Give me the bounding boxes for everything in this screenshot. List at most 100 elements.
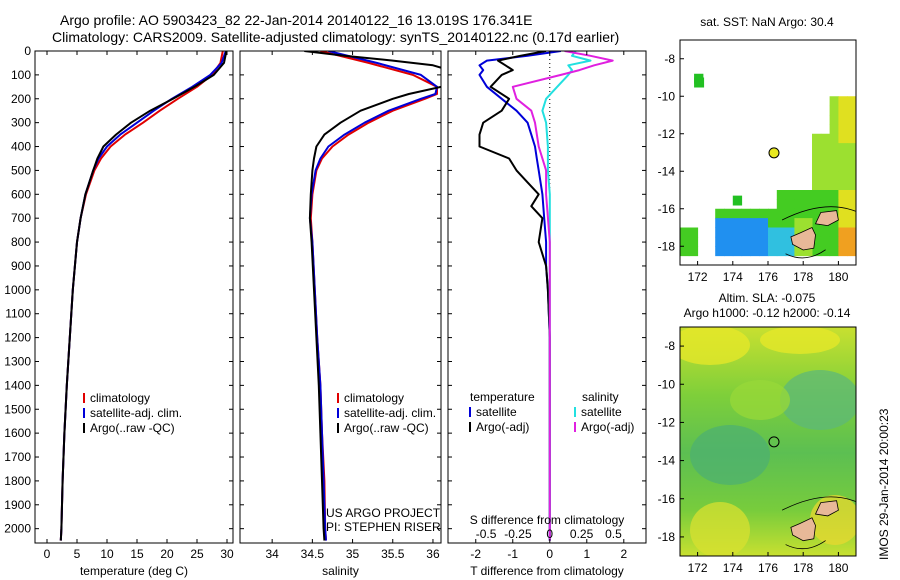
- sst-map-title: sat. SST: NaN Argo: 30.4: [700, 15, 834, 29]
- sal-series-line-0: [309, 51, 438, 541]
- diff-sal-legend-label: Argo(-adj): [581, 420, 634, 434]
- sst-pixel: [680, 227, 690, 238]
- bathymetry-contour: [785, 540, 826, 550]
- sst-pixel: [820, 133, 831, 144]
- sst-pixel: [820, 143, 831, 153]
- diff-top-tick-label: 0: [546, 527, 553, 541]
- sst-pixel: [724, 208, 734, 219]
- sst-pixel: [803, 208, 813, 219]
- bathymetry-contour: [785, 249, 826, 259]
- depth-tick-label: 400: [11, 140, 31, 154]
- sst-pixel: [688, 236, 699, 247]
- sal-xtick-label: 36: [426, 547, 440, 561]
- sst-map-ytick-label: -18: [658, 239, 676, 253]
- sst-pixel: [847, 96, 856, 107]
- depth-tick-label: 900: [11, 259, 31, 273]
- sal-series-line-2: [304, 51, 441, 541]
- sst-pixel: [741, 218, 751, 228]
- sst-pixel: [768, 208, 778, 219]
- sst-pixel: [838, 246, 848, 257]
- temp-series-group: [59, 51, 228, 541]
- sst-pixel: [847, 105, 856, 116]
- sst-pixel: [838, 218, 848, 228]
- sst-pixel: [847, 133, 856, 144]
- sst-pixel: [812, 152, 822, 163]
- sst-pixel: [785, 199, 795, 210]
- depth-tick-label: 1500: [4, 402, 31, 416]
- island-landmass: [814, 500, 839, 517]
- sla-map-subtitle: Argo h1000: -0.12 h2000: -0.14: [684, 306, 851, 320]
- sst-pixel: [847, 218, 856, 228]
- sst-pixel: [759, 236, 769, 247]
- sst-pixel: [768, 236, 778, 247]
- sst-pixel: [794, 227, 804, 238]
- diff-temp-legend-label: Argo(-adj): [476, 420, 529, 434]
- sla-map-ytick-label: -18: [658, 530, 676, 544]
- sst-pixel: [776, 236, 787, 247]
- sst-pixel: [776, 227, 787, 238]
- sla-map-ytick-label: -14: [658, 454, 676, 468]
- depth-tick-label: 100: [11, 68, 31, 82]
- sst-pixel: [812, 180, 822, 191]
- sst-pixel: [829, 143, 839, 153]
- temp-xtick-label: 0: [44, 547, 51, 561]
- sst-pixel: [715, 246, 725, 257]
- sst-pixel: [820, 227, 831, 238]
- sst-pixel: [812, 246, 822, 257]
- sst-pixel: [785, 218, 795, 228]
- sst-pixel: [847, 161, 856, 172]
- sst-pixel: [785, 227, 795, 238]
- sal-xtick-label: 34: [265, 547, 279, 561]
- sst-pixel: [847, 171, 856, 182]
- temp-legend-label: climatology: [90, 391, 150, 405]
- temp-series-line-0: [59, 51, 224, 541]
- sst-pixel: [820, 152, 831, 163]
- sst-pixel: [715, 227, 725, 238]
- sal-series-group: [304, 51, 441, 541]
- sst-pixel: [741, 246, 751, 257]
- sst-pixel: [794, 208, 804, 219]
- temp-panel: [34, 50, 234, 544]
- island-landmass: [814, 210, 839, 227]
- depth-tick-label: 1100: [5, 307, 31, 321]
- sst-pixel: [724, 236, 734, 247]
- depth-tick-label: 700: [11, 211, 31, 225]
- diff-xtick-label: -1: [507, 547, 518, 561]
- sla-anomaly-blob: [690, 502, 750, 556]
- diff-series-line-3: [511, 51, 614, 541]
- sal-xtick-label: 35: [346, 547, 360, 561]
- sst-pixel: [724, 246, 734, 257]
- sst-pixel: [715, 236, 725, 247]
- depth-tick-label: 1800: [4, 474, 31, 488]
- diff-xtick-label: -2: [470, 547, 481, 561]
- sst-pixel: [820, 199, 831, 210]
- sla-map-ytick-label: -10: [658, 377, 676, 391]
- sst-pixel: [838, 152, 848, 163]
- sst-pixel: [847, 246, 856, 257]
- island-landmass: [790, 517, 816, 542]
- diff-top-tick-label: 0.5: [605, 527, 622, 541]
- depth-tick-label: 300: [11, 116, 31, 130]
- temp-series-line-1: [59, 51, 227, 541]
- sst-map-ytick-label: -10: [658, 89, 676, 103]
- temp-xtick-label: 15: [130, 547, 144, 561]
- sst-map-ytick-label: -12: [658, 127, 676, 141]
- sal-xtick-label: 35.5: [381, 547, 405, 561]
- sst-map-panel: [679, 39, 857, 266]
- sst-pixel: [838, 133, 848, 144]
- sst-pixel: [812, 208, 822, 219]
- sla-anomaly-blob: [730, 380, 790, 420]
- argo-position-marker: [768, 436, 780, 448]
- sst-pixel: [838, 199, 848, 210]
- sla-map-xtick-label: 174: [723, 561, 743, 575]
- sst-map-xtick-label: 174: [723, 270, 743, 284]
- sst-pixel: [829, 152, 839, 163]
- sst-pixel-isolated: [694, 77, 705, 88]
- sst-pixel: [768, 227, 778, 238]
- sst-pixel: [847, 236, 856, 247]
- temp-xtick-label: 5: [74, 547, 81, 561]
- sst-pixel: [741, 208, 751, 219]
- sst-pixel: [820, 246, 831, 257]
- sst-pixel: [759, 208, 769, 219]
